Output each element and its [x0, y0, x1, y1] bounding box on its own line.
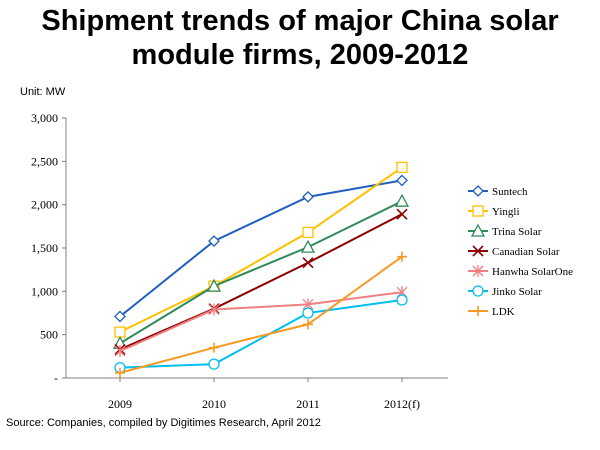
data-point-hanwha-solarone [114, 345, 126, 358]
data-point-trina-solar [206, 278, 222, 292]
legend-label-ldk: LDK [492, 306, 515, 318]
series-line-ldk [119, 255, 403, 374]
y-tick-label: 1,500 [31, 241, 58, 255]
legend-marker-canadian-solar [472, 245, 484, 257]
legend-label-jinko-solar: Jinko Solar [492, 286, 542, 298]
data-point-suntech [208, 235, 220, 247]
x-tick-label: 2009 [108, 397, 132, 411]
y-tick-label: - [54, 371, 58, 385]
data-point-ldk [303, 319, 313, 330]
data-point-jinko-solar [396, 294, 408, 306]
legend-marker-hanwha-solarone [472, 265, 484, 277]
data-point-canadian-solar [396, 208, 408, 220]
data-point-ldk [209, 342, 219, 353]
legend-marker-yingli [472, 205, 484, 217]
x-tick-label: 2012(f) [384, 397, 420, 411]
data-point-yingli [396, 161, 408, 174]
chart-title-line-1: Shipment trends of major China solar [41, 5, 559, 37]
legend-marker-suntech [472, 185, 484, 197]
x-tick-label: 2010 [202, 397, 226, 411]
data-point-yingli [302, 226, 314, 239]
y-tick-label: 2,000 [31, 198, 58, 212]
legend-label-yingli: Yingli [492, 206, 520, 218]
data-point-yingli [114, 326, 126, 338]
series-line-trina-solar [119, 200, 403, 345]
series-line-canadian-solar [119, 213, 403, 351]
data-point-ldk [397, 251, 407, 262]
x-tick-label: 2011 [296, 397, 320, 411]
data-point-suntech [396, 174, 408, 187]
chart-title-line-2: module firms, 2009-2012 [131, 39, 469, 71]
unit-label: Unit: MW [20, 86, 66, 98]
data-point-jinko-solar [208, 358, 220, 370]
legend-marker-jinko-solar [472, 285, 484, 297]
series-line-hanwha-solarone [119, 291, 403, 353]
data-point-jinko-solar [302, 307, 314, 319]
legend-label-trina-solar: Trina Solar [492, 226, 542, 238]
data-point-canadian-solar [302, 257, 314, 269]
chart-title: Shipment trends of major China solar mod… [0, 4, 600, 72]
data-point-suntech [302, 190, 314, 203]
y-tick-label: 2,500 [31, 154, 58, 168]
series-line-jinko-solar [119, 299, 403, 369]
data-point-trina-solar [300, 239, 316, 253]
data-point-suntech [114, 310, 126, 323]
y-tick-label: 1,000 [31, 284, 58, 298]
legend-label-canadian-solar: Canadian Solar [492, 246, 560, 258]
y-tick-label: 500 [40, 328, 58, 342]
data-point-hanwha-solarone [208, 303, 220, 316]
series-line-suntech [119, 179, 403, 318]
legend-label-suntech: Suntech [492, 186, 528, 198]
legend-marker-ldk [473, 306, 483, 316]
y-tick-label: 3,000 [31, 111, 58, 125]
legend-marker-trina-solar [470, 223, 486, 237]
legend-label-hanwha-solarone: Hanwha SolarOne [492, 266, 573, 278]
series-line-yingli [119, 166, 403, 333]
data-point-trina-solar [394, 193, 410, 207]
source-note: Source: Companies, compiled by Digitimes… [6, 417, 321, 429]
data-point-ldk [115, 367, 125, 378]
